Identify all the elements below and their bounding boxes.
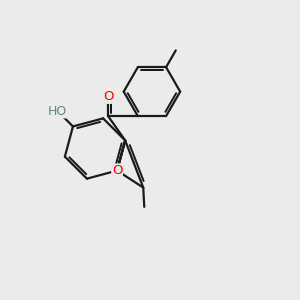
Text: O: O xyxy=(103,90,113,103)
Text: O: O xyxy=(112,164,122,177)
Text: HO: HO xyxy=(48,105,68,118)
